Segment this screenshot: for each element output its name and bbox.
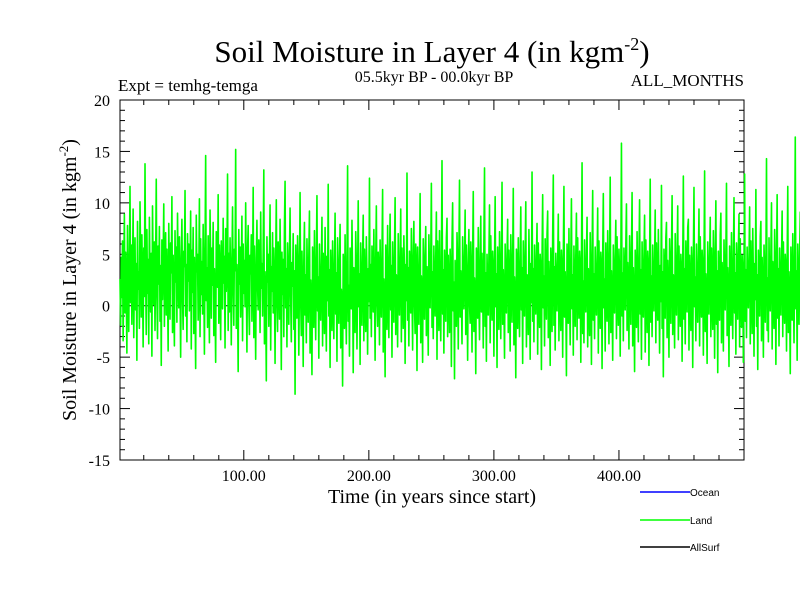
x-tick-label: 200.00: [347, 468, 391, 485]
y-tick-labels: -15 -10 -5 0 5 10 15 20: [89, 93, 110, 470]
legend: Ocean Land AllSurf: [640, 488, 720, 554]
period-label: 05.5kyr BP - 00.0kyr BP: [355, 69, 514, 86]
y-tick-label: 5: [102, 247, 110, 264]
legend-label-allsurf: AllSurf: [690, 543, 720, 554]
months-label: ALL_MONTHS: [631, 71, 744, 90]
y-tick-label: -5: [97, 350, 110, 367]
legend-label-ocean: Ocean: [690, 488, 719, 499]
x-tick-label: 300.00: [472, 468, 516, 485]
legend-label-land: Land: [690, 516, 712, 527]
experiment-label: Expt = temhg-temga: [118, 76, 258, 95]
y-tick-label: -15: [89, 453, 110, 470]
y-tick-label: -10: [89, 402, 110, 419]
y-tick-label: 20: [94, 93, 110, 110]
x-tick-labels: 100.00 200.00 300.00 400.00: [222, 468, 641, 485]
x-axis-label: Time (in years since start): [328, 486, 536, 508]
y-axis-label: Soil Moisture in Layer 4 (in kgm-2): [56, 139, 81, 421]
y-tick-label: 0: [102, 299, 110, 316]
x-tick-label: 400.00: [597, 468, 641, 485]
x-tick-label: 100.00: [222, 468, 266, 485]
y-tick-label: 15: [94, 144, 110, 161]
series-land-line: [119, 136, 800, 395]
y-tick-label: 10: [94, 196, 110, 213]
chart-title: Soil Moisture in Layer 4 (in kgm-2): [214, 34, 649, 69]
